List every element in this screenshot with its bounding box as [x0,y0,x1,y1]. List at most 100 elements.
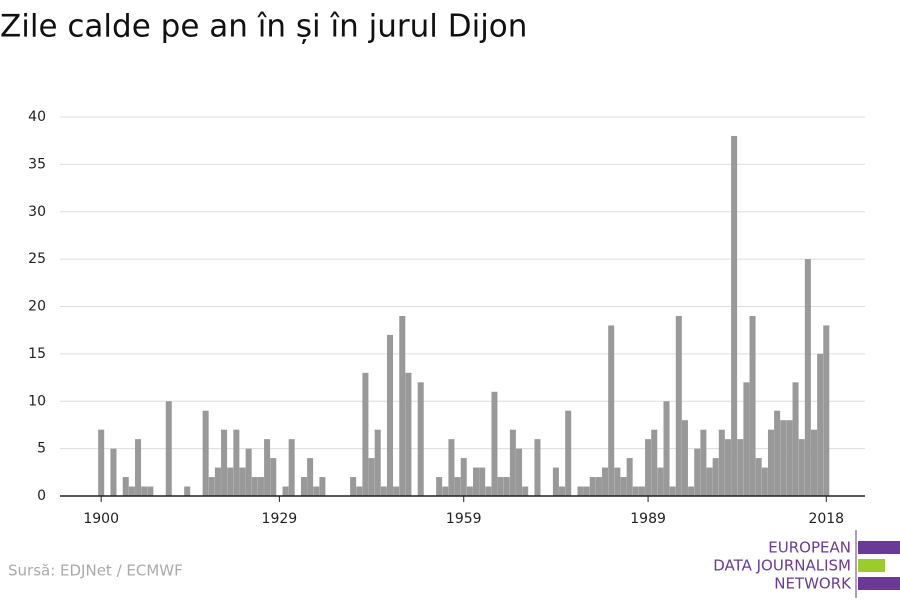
y-tick-label: 10 [28,393,46,409]
bar [307,458,314,496]
bar [712,458,719,496]
bar [436,477,443,496]
bar [282,486,289,496]
bar [442,486,449,496]
bar [497,477,504,496]
bar [485,486,492,496]
bar [110,448,117,496]
bar [737,439,744,496]
bar [743,382,750,496]
bar [454,477,461,496]
y-tick-label: 0 [37,488,46,504]
bar [638,486,645,496]
bar [626,458,633,496]
bar [718,429,725,496]
logo-bar [858,577,900,590]
bar [589,477,596,496]
bar [386,334,393,496]
bar [221,429,228,496]
bar [184,486,191,496]
bar [491,391,498,496]
bar [706,467,713,496]
bar [608,325,615,496]
bar [313,486,320,496]
bar [473,467,480,496]
bar [122,477,129,496]
bar [257,477,264,496]
bar [399,315,406,496]
bar [688,486,695,496]
bar [749,315,756,496]
bar [810,429,818,496]
bar [761,467,768,496]
bar [214,467,221,496]
bar [798,439,805,496]
logo-text: EUROPEAN [768,539,851,557]
logo-text: DATA JOURNALISM [713,557,851,575]
bar [460,458,467,496]
bar [98,429,105,496]
bar [448,439,455,496]
x-tick-label: 1989 [630,511,666,527]
bar [694,448,701,496]
y-tick-label: 30 [28,204,46,220]
bar [251,477,258,496]
y-tick-label: 20 [28,299,46,315]
logo-bar [858,559,885,572]
bar [503,477,510,496]
bar [583,486,590,496]
bar [786,420,793,496]
bar [780,420,787,496]
bar [356,486,363,496]
bar [620,477,627,496]
logo-text: NETWORK [774,575,852,593]
bar [577,486,584,496]
bar [522,486,529,496]
bar [657,467,664,496]
bar [288,439,295,496]
bar [823,325,830,496]
bar [405,372,412,496]
bar [270,458,277,496]
bar [792,382,799,496]
bar [681,420,688,496]
bar [817,353,824,496]
bar [755,458,762,496]
bar [731,135,738,496]
bar [804,259,811,496]
bar [565,410,572,496]
bar [227,467,234,496]
bar [700,429,707,496]
bar [128,486,135,496]
bar [509,429,516,496]
bar [165,401,172,496]
bar [651,429,658,496]
bar [559,486,566,496]
bar [552,467,559,496]
bar [380,486,387,496]
bar [202,410,209,496]
bar [632,486,639,496]
bar [362,372,369,496]
logo-bar [858,541,900,554]
y-tick-label: 15 [28,346,46,362]
bar [245,448,252,496]
logo: EUROPEAN DATA JOURNALISM NETWORK [713,530,900,598]
bar [350,477,357,496]
bar [374,429,381,496]
bar [300,477,307,496]
bar [135,439,142,496]
bar [319,477,326,496]
x-tick-label: 2018 [808,511,844,527]
bar [239,467,246,496]
source: Sursă: EDJNet / ECMWF [8,562,183,580]
bar [479,467,486,496]
bar [774,410,781,496]
bar [602,467,609,496]
bar [675,315,682,496]
x-tick-label: 1959 [446,511,482,527]
bar [141,486,148,496]
bar [614,467,621,496]
bar [233,429,240,496]
